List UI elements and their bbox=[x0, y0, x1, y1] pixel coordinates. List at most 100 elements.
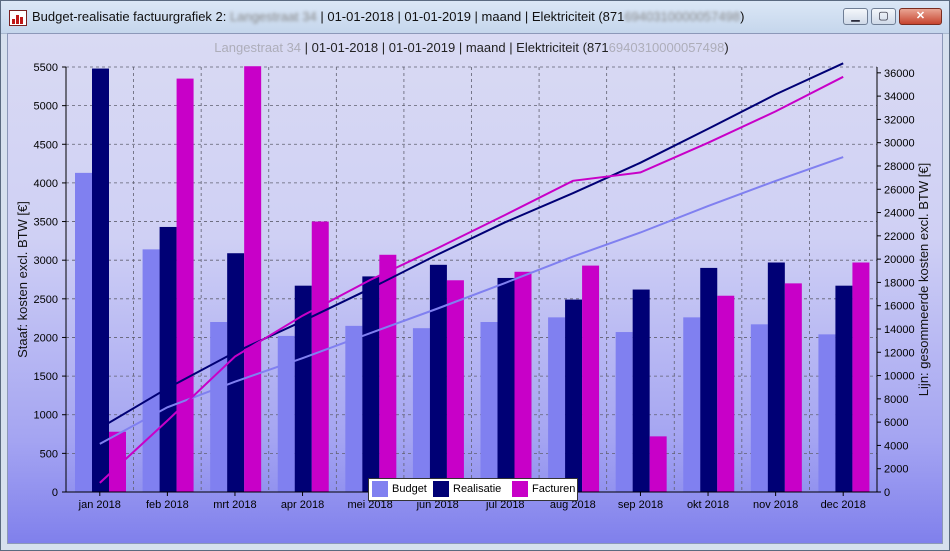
y2-tick-label: 24000 bbox=[884, 208, 915, 220]
y2-tick-label: 34000 bbox=[884, 91, 915, 103]
bar-budget bbox=[75, 172, 92, 492]
bar-facturen bbox=[582, 265, 600, 492]
close-button[interactable]: ✕ bbox=[899, 8, 942, 25]
x-tick-label: jun 2018 bbox=[416, 499, 459, 511]
y-tick-label: 3000 bbox=[34, 255, 58, 267]
y-tick-label: 3500 bbox=[34, 217, 58, 229]
line-cumulative-realisatie bbox=[99, 62, 844, 430]
maximize-icon: ▢ bbox=[878, 10, 889, 22]
bar-realisatie bbox=[767, 262, 785, 492]
legend-label: Facturen bbox=[532, 483, 576, 495]
legend-swatch bbox=[512, 481, 528, 497]
y2-tick-label: 0 bbox=[884, 487, 890, 499]
legend-swatch bbox=[433, 481, 449, 497]
bar-realisatie bbox=[632, 289, 650, 492]
maximize-button[interactable]: ▢ bbox=[871, 8, 896, 25]
x-tick-label: nov 2018 bbox=[753, 499, 798, 511]
y-tick-label: 500 bbox=[40, 448, 58, 460]
bar-realisatie bbox=[565, 299, 583, 492]
legend-label: Budget bbox=[392, 483, 427, 495]
bar-facturen bbox=[784, 283, 802, 492]
bar-budget bbox=[480, 322, 498, 492]
legend: Budget Realisatie Facturen bbox=[368, 478, 578, 501]
bar-facturen bbox=[176, 78, 194, 492]
window-title: Budget-realisatie factuurgrafiek 2: Lang… bbox=[32, 9, 745, 24]
x-tick-label: mei 2018 bbox=[347, 499, 392, 511]
y2-tick-label: 36000 bbox=[884, 68, 915, 80]
title-address-blurred: Langestraat 34 bbox=[230, 9, 317, 24]
bar-budget bbox=[615, 332, 633, 492]
legend-swatch bbox=[372, 481, 388, 497]
title-bar[interactable]: Budget-realisatie factuurgrafiek 2: Lang… bbox=[1, 1, 949, 34]
y2-tick-label: 22000 bbox=[884, 231, 915, 243]
bar-facturen bbox=[446, 280, 464, 492]
x-tick-label: okt 2018 bbox=[687, 499, 729, 511]
bar-realisatie bbox=[159, 226, 177, 493]
minimize-button[interactable]: ▁ bbox=[843, 8, 868, 25]
bar-realisatie bbox=[92, 68, 109, 492]
y2-tick-label: 8000 bbox=[884, 394, 908, 406]
bar-realisatie bbox=[227, 253, 245, 492]
y2-tick-label: 26000 bbox=[884, 184, 915, 196]
x-tick-label: aug 2018 bbox=[550, 499, 596, 511]
x-tick-label: jan 2018 bbox=[78, 499, 121, 511]
bar-facturen bbox=[379, 254, 397, 492]
bar-budget bbox=[818, 334, 836, 492]
chart-title: Langestraat 34 | 01-01-2018 | 01-01-2019… bbox=[214, 40, 728, 55]
title-ean-blurred: 6940310000057498 bbox=[624, 9, 741, 24]
chart-title-ean: 6940310000057498 bbox=[609, 40, 725, 55]
bar-budget bbox=[683, 317, 701, 492]
chart-title-address: Langestraat 34 bbox=[214, 40, 301, 55]
bar-chart-app-icon bbox=[9, 10, 27, 26]
close-icon: ✕ bbox=[915, 10, 926, 22]
bar-realisatie bbox=[835, 285, 853, 492]
y-axis-label: Staaf: kosten excl. BTW [€] bbox=[15, 201, 30, 358]
y-tick-label: 5500 bbox=[34, 62, 58, 74]
y2-tick-label: 20000 bbox=[884, 254, 915, 266]
y2-tick-label: 4000 bbox=[884, 440, 908, 452]
bar-realisatie bbox=[429, 264, 447, 492]
y2-tick-label: 6000 bbox=[884, 417, 908, 429]
bar-facturen bbox=[109, 431, 126, 492]
y-tick-label: 1000 bbox=[34, 410, 58, 422]
bar-budget bbox=[142, 249, 160, 492]
bar-realisatie bbox=[362, 276, 380, 492]
y2-tick-label: 28000 bbox=[884, 161, 915, 173]
bar-realisatie bbox=[700, 267, 718, 492]
x-tick-label: apr 2018 bbox=[281, 499, 324, 511]
legend-label: Realisatie bbox=[453, 483, 502, 495]
bar-budget bbox=[210, 322, 228, 492]
x-tick-label: sep 2018 bbox=[618, 499, 663, 511]
y2-tick-label: 16000 bbox=[884, 301, 915, 313]
chart-title-suffix: | 01-01-2018 | 01-01-2019 | maand | Elek… bbox=[301, 40, 609, 55]
y-tick-label: 0 bbox=[52, 487, 58, 499]
bar-facturen bbox=[244, 66, 262, 493]
line-cumulative-budget bbox=[99, 156, 844, 445]
y-tick-label: 5000 bbox=[34, 101, 58, 113]
bar-facturen bbox=[717, 295, 735, 492]
y-tick-label: 4000 bbox=[34, 178, 58, 190]
y2-tick-label: 10000 bbox=[884, 371, 915, 383]
y2-axis-label: Lijn: gesommeerde kosten excl. BTW [€] bbox=[916, 163, 931, 396]
x-tick-label: mrt 2018 bbox=[213, 499, 256, 511]
bar-budget bbox=[277, 335, 295, 492]
y2-tick-label: 12000 bbox=[884, 347, 915, 359]
bar-facturen bbox=[514, 271, 532, 492]
y-tick-label: 4500 bbox=[34, 139, 58, 151]
bar-budget bbox=[345, 325, 363, 492]
bar-facturen bbox=[311, 221, 329, 492]
y-tick-label: 2000 bbox=[34, 332, 58, 344]
y-tick-label: 1500 bbox=[34, 371, 58, 383]
y2-tick-label: 14000 bbox=[884, 324, 915, 336]
y2-tick-label: 30000 bbox=[884, 138, 915, 150]
line-cumulative-facturen bbox=[99, 75, 844, 484]
minimize-icon: ▁ bbox=[851, 10, 860, 22]
x-tick-label: feb 2018 bbox=[146, 499, 189, 511]
bar-budget bbox=[412, 328, 430, 492]
bar-facturen bbox=[649, 436, 667, 492]
bar-realisatie bbox=[497, 277, 515, 492]
bar-facturen bbox=[852, 262, 870, 492]
chart-title-end: ) bbox=[724, 40, 728, 55]
x-tick-label: dec 2018 bbox=[821, 499, 866, 511]
